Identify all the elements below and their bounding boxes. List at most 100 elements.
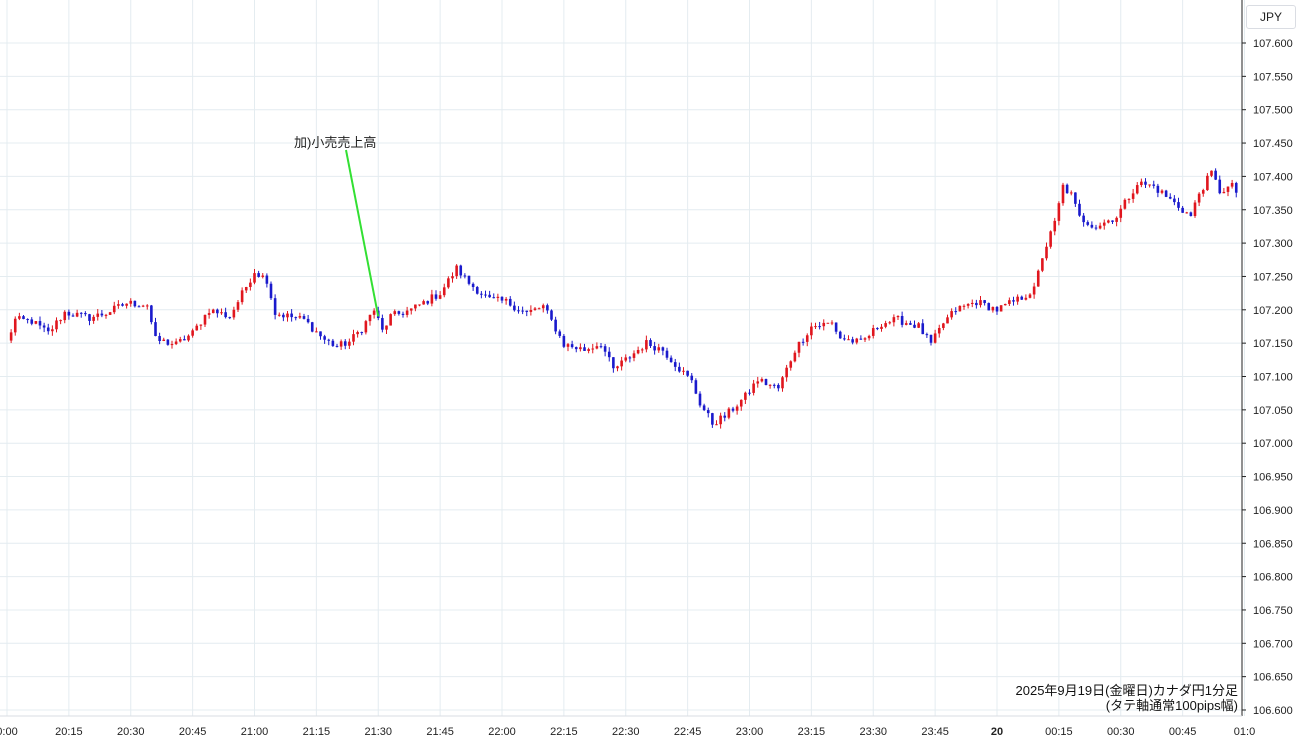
- candle: [620, 356, 623, 371]
- candle-body-up: [566, 344, 570, 347]
- candle: [624, 354, 628, 363]
- candle-body-up: [447, 278, 450, 288]
- candle-body-down: [669, 357, 673, 363]
- candle: [822, 319, 826, 331]
- candle-body-up: [249, 282, 252, 288]
- candle: [1107, 219, 1110, 224]
- candle: [570, 340, 574, 349]
- time-axis[interactable]: 0:00 20:15 20:30 20:45 21:00 21:15 21:30 21:45 2…: [0, 726, 1255, 738]
- candle-body-down: [723, 415, 727, 418]
- candle-body-down: [929, 334, 933, 343]
- candle: [310, 321, 314, 333]
- y-tick-label: 107.600: [1253, 38, 1293, 50]
- candle-body-down: [306, 318, 310, 323]
- candle: [1210, 170, 1213, 178]
- candle: [673, 358, 677, 372]
- candle: [645, 335, 648, 353]
- candle: [496, 293, 500, 302]
- candle: [711, 412, 714, 428]
- x-tick-label: 01:0: [1234, 726, 1255, 738]
- candle: [995, 305, 999, 315]
- y-tick-label: 106.850: [1253, 538, 1293, 550]
- candle: [319, 331, 322, 340]
- candle-body-up: [1206, 175, 1209, 191]
- candle: [59, 319, 62, 325]
- candle-body-down: [319, 331, 322, 337]
- x-tick-label: 21:45: [426, 726, 454, 738]
- candle: [75, 309, 79, 318]
- candle: [599, 343, 603, 349]
- candle-body-down: [30, 319, 34, 324]
- candle-body-up: [645, 340, 648, 350]
- candle: [1127, 198, 1131, 204]
- candle-body-up: [59, 320, 62, 322]
- candle: [459, 264, 463, 279]
- candle: [929, 334, 933, 346]
- candle-body-down: [673, 362, 677, 367]
- candle: [925, 332, 929, 339]
- candle: [438, 291, 442, 300]
- candle: [1090, 221, 1094, 229]
- candle: [1201, 188, 1205, 197]
- candle-body-up: [892, 317, 896, 323]
- candle: [851, 336, 854, 345]
- candle-body-up: [104, 314, 108, 316]
- candle: [595, 342, 599, 350]
- candle-body-down: [137, 306, 141, 308]
- candle-body-up: [752, 383, 755, 393]
- x-tick-label: 23:15: [798, 726, 826, 738]
- candle: [793, 350, 797, 363]
- candle-body-up: [739, 399, 743, 407]
- candle-body-up: [339, 341, 343, 347]
- candle-body-down: [265, 275, 269, 284]
- candle-body-up: [1210, 170, 1213, 176]
- price-axis[interactable]: 107.600 107.550 107.500 107.450 107.400 107.3…: [1242, 38, 1293, 717]
- candle-body-up: [979, 300, 982, 306]
- candle-body-up: [414, 304, 417, 309]
- candle-body-down: [1189, 212, 1193, 217]
- candle-body-up: [793, 352, 797, 362]
- candle: [249, 278, 252, 291]
- candle-body-up: [108, 312, 112, 315]
- candle-body-up: [348, 341, 351, 346]
- candle-body-down: [269, 283, 273, 299]
- currency-badge[interactable]: JPY: [1246, 5, 1296, 29]
- candle: [22, 314, 25, 320]
- candle-body-up: [991, 306, 995, 311]
- candle-body-down: [995, 306, 999, 312]
- candle: [203, 314, 207, 328]
- candle-body-down: [603, 346, 607, 352]
- x-tick-label: 23:45: [921, 726, 949, 738]
- candle: [195, 323, 199, 331]
- candle-body-down: [653, 346, 656, 351]
- candle-body-up: [405, 310, 409, 315]
- candle: [562, 333, 566, 349]
- candle-body-down: [607, 351, 611, 358]
- candle: [801, 338, 805, 346]
- candle-body-up: [240, 290, 244, 303]
- candle: [187, 334, 190, 342]
- candle: [199, 324, 203, 330]
- candle: [244, 286, 248, 294]
- candle: [294, 316, 298, 321]
- candle: [273, 294, 277, 320]
- candle: [933, 329, 937, 344]
- candle: [343, 339, 347, 350]
- candle-body-up: [1123, 199, 1127, 209]
- candle-body-up: [174, 341, 178, 345]
- candle-body-down: [183, 339, 186, 341]
- candle: [896, 315, 900, 320]
- candle: [381, 314, 384, 333]
- candle: [649, 338, 652, 349]
- candle-body-down: [838, 331, 842, 339]
- candle-body-down: [282, 314, 285, 318]
- candle: [158, 332, 161, 345]
- candle: [409, 308, 413, 315]
- candle-body-up: [1185, 212, 1189, 214]
- candle: [1230, 179, 1234, 189]
- candle-body-down: [302, 316, 306, 319]
- candle: [640, 347, 644, 354]
- candle-body-down: [459, 265, 463, 276]
- candle: [335, 343, 339, 348]
